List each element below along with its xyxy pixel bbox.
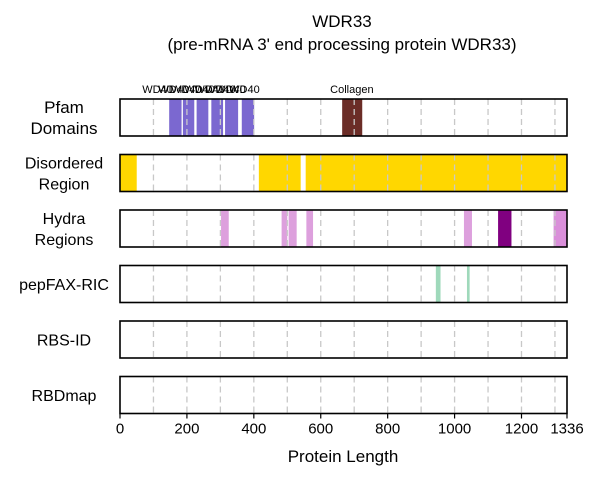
track-label-disordered: Region (39, 177, 90, 194)
track-frame-disordered (119, 153, 568, 193)
segment-pfam-5 (241, 99, 255, 136)
track-label-hydra: Regions (35, 232, 94, 249)
segment-pfam-2 (196, 99, 209, 136)
track-pepfax: pepFAX-RIC (19, 264, 568, 304)
track-label-hydra: Hydra (43, 211, 86, 228)
x-tick-label: 600 (308, 421, 333, 438)
domain-label: WD40 (142, 84, 173, 96)
segment-disordered-0 (120, 154, 137, 192)
segment-pfam-1 (182, 99, 195, 136)
x-axis-label: Protein Length (288, 447, 399, 466)
segment-hydra-1 (281, 210, 288, 247)
track-disordered: Disordered Region (25, 153, 568, 194)
domain-label: Collagen (330, 84, 373, 96)
domain-label: WD40 (215, 84, 246, 96)
segment-hydra-5 (498, 210, 512, 247)
track-label-pfam: Domains (30, 119, 97, 138)
chart-title: WDR33 (312, 12, 372, 31)
segment-disordered-2 (305, 154, 567, 192)
segment-pepfax-1 (466, 265, 470, 303)
track-hydra: Hydra Regions (35, 209, 568, 249)
domain-label: WD40 (158, 84, 189, 96)
x-tick-label: 1336 (550, 421, 583, 438)
track-label-disordered: Disordered (25, 156, 103, 173)
segment-pepfax-0 (435, 265, 441, 303)
x-tick-label: 200 (174, 421, 199, 438)
domain-label: WD40 (171, 84, 202, 96)
segment-pfam-6 (342, 99, 363, 136)
segment-pfam-0 (169, 99, 182, 136)
chart-subtitle: (pre-mRNA 3' end processing protein WDR3… (167, 35, 516, 54)
domain-label: WD40 (229, 84, 260, 96)
tracks-group: PfamDomainsWD40WD40WD40WD40WD40WD40WD40W… (19, 84, 568, 415)
segment-pfam-3 (211, 99, 224, 136)
domain-label: WD40 (184, 84, 215, 96)
x-tick-label: 800 (375, 421, 400, 438)
segment-hydra-3 (306, 210, 314, 247)
domain-label: WD40 (194, 84, 225, 96)
track-label-pepfax: pepFAX-RIC (19, 277, 109, 294)
track-label-rbsid: RBS-ID (37, 333, 91, 350)
track-frame-pfam (119, 98, 568, 137)
track-label-pfam: Pfam (44, 98, 84, 117)
track-rbdmap: RBDmap (32, 375, 568, 415)
track-frame-pepfax (119, 264, 568, 304)
domain-label: WD40 (205, 84, 236, 96)
x-tick-label: 400 (241, 421, 266, 438)
segment-pfam-4 (225, 99, 239, 136)
x-axis: 0 200 400 600 800 1000 1200 1336 (116, 413, 584, 438)
track-frame-hydra (119, 209, 568, 248)
track-rbsid: RBS-ID (37, 320, 568, 359)
track-pfam: PfamDomainsWD40WD40WD40WD40WD40WD40WD40W… (30, 84, 568, 138)
x-tick-label: 1000 (438, 421, 471, 438)
x-tick-label: 1200 (505, 421, 538, 438)
track-label-rbdmap: RBDmap (32, 388, 97, 405)
track-frame-rbsid (119, 320, 568, 359)
segment-hydra-0 (221, 210, 229, 247)
segment-hydra-2 (288, 210, 297, 247)
segment-hydra-6 (553, 210, 567, 247)
x-tick-label: 0 (116, 421, 124, 438)
track-frame-rbdmap (119, 375, 568, 415)
segment-hydra-4 (463, 210, 472, 247)
segment-disordered-1 (258, 154, 301, 192)
